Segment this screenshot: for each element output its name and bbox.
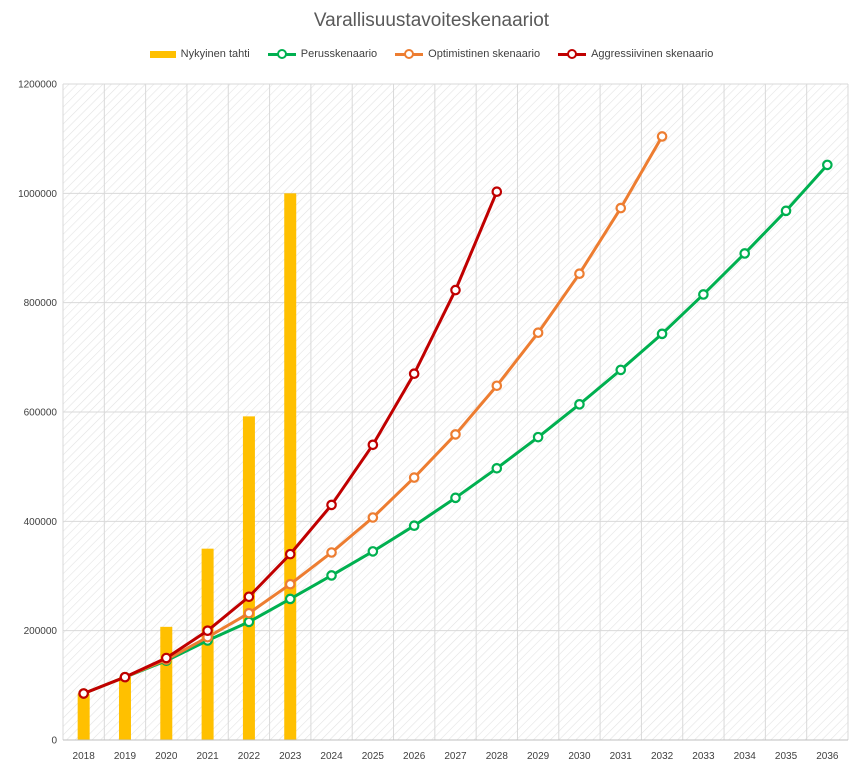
x-tick-label: 2020	[155, 751, 178, 762]
legend-item-bar: Nykyinen tahti	[149, 48, 250, 60]
data-point	[367, 439, 379, 451]
x-tick-label: 2027	[444, 751, 467, 762]
data-point	[450, 429, 461, 440]
legend: Nykyinen tahti Perusskenaario Optimistin…	[0, 48, 863, 60]
legend-item-line-2: Optimistinen skenaario	[395, 48, 540, 60]
data-point	[615, 364, 627, 376]
data-point	[739, 248, 751, 259]
x-tick-label: 2031	[610, 751, 633, 762]
data-point	[326, 570, 337, 581]
x-tick-label: 2034	[734, 751, 757, 762]
x-tick-label: 2029	[527, 751, 550, 762]
y-tick-label: 600000	[24, 408, 58, 419]
y-tick-label: 200000	[24, 626, 58, 637]
x-tick-label: 2036	[816, 751, 839, 762]
data-point	[822, 159, 833, 171]
data-point	[574, 399, 585, 410]
data-point	[202, 625, 213, 636]
data-point	[656, 131, 668, 142]
data-point	[119, 671, 131, 683]
bar	[284, 193, 297, 741]
data-point	[450, 284, 461, 296]
data-point	[408, 368, 420, 380]
y-tick-label: 400000	[24, 517, 58, 528]
data-point	[656, 328, 668, 340]
x-tick-label: 2028	[486, 751, 509, 762]
data-point	[367, 546, 379, 557]
data-point	[491, 463, 503, 474]
data-point	[408, 472, 420, 483]
data-point	[408, 520, 420, 532]
data-point	[532, 327, 544, 339]
y-tick-label: 1200000	[18, 80, 57, 91]
data-point	[243, 607, 255, 619]
data-point	[243, 591, 255, 603]
y-tick-label: 1000000	[18, 189, 57, 200]
bar	[118, 677, 131, 740]
bar	[77, 693, 90, 740]
data-point	[491, 186, 503, 197]
legend-item-line-1: Perusskenaario	[267, 48, 378, 60]
x-tick-label: 2030	[568, 751, 591, 762]
legend-item-line-3: Aggressiivinen skenaario	[558, 48, 713, 60]
legend-swatch-line	[395, 49, 424, 59]
x-tick-label: 2021	[196, 751, 219, 762]
x-tick-label: 2025	[362, 751, 385, 762]
legend-label: Optimistinen skenaario	[428, 48, 541, 60]
data-point	[532, 431, 544, 443]
data-point	[367, 512, 379, 523]
chart-title: Varallisuustavoiteskenaariot	[313, 10, 550, 31]
legend-swatch-line	[267, 49, 296, 59]
x-tick-label: 2022	[238, 751, 261, 762]
x-tick-label: 2018	[73, 751, 96, 762]
legend-label: Nykyinen tahti	[180, 48, 250, 60]
data-point	[450, 492, 461, 504]
data-point	[698, 289, 709, 300]
x-tick-label: 2032	[651, 751, 674, 762]
data-point	[78, 688, 89, 699]
data-point	[284, 548, 296, 560]
legend-label: Aggressiivinen skenaario	[591, 48, 714, 60]
bar	[160, 626, 173, 740]
x-tick-label: 2019	[114, 751, 137, 762]
data-point	[574, 268, 585, 279]
data-point	[326, 499, 337, 511]
bar	[242, 416, 255, 740]
x-tick-label: 2026	[403, 751, 426, 762]
x-tick-label: 2033	[692, 751, 715, 762]
x-tick-label: 2035	[775, 751, 798, 762]
data-point	[160, 652, 172, 664]
data-point	[615, 202, 627, 214]
data-point	[491, 380, 503, 392]
legend-swatch-bar	[149, 50, 176, 58]
x-tick-label: 2024	[320, 751, 343, 762]
legend-swatch-line	[558, 49, 587, 59]
legend-label: Perusskenaario	[300, 48, 378, 60]
y-tick-label: 800000	[24, 298, 58, 309]
data-point	[284, 593, 296, 605]
data-point	[284, 578, 296, 590]
data-point	[326, 547, 337, 558]
data-point	[780, 205, 792, 217]
data-point	[243, 616, 255, 628]
x-tick-label: 2023	[279, 751, 302, 762]
y-tick-label: 0	[51, 736, 57, 747]
